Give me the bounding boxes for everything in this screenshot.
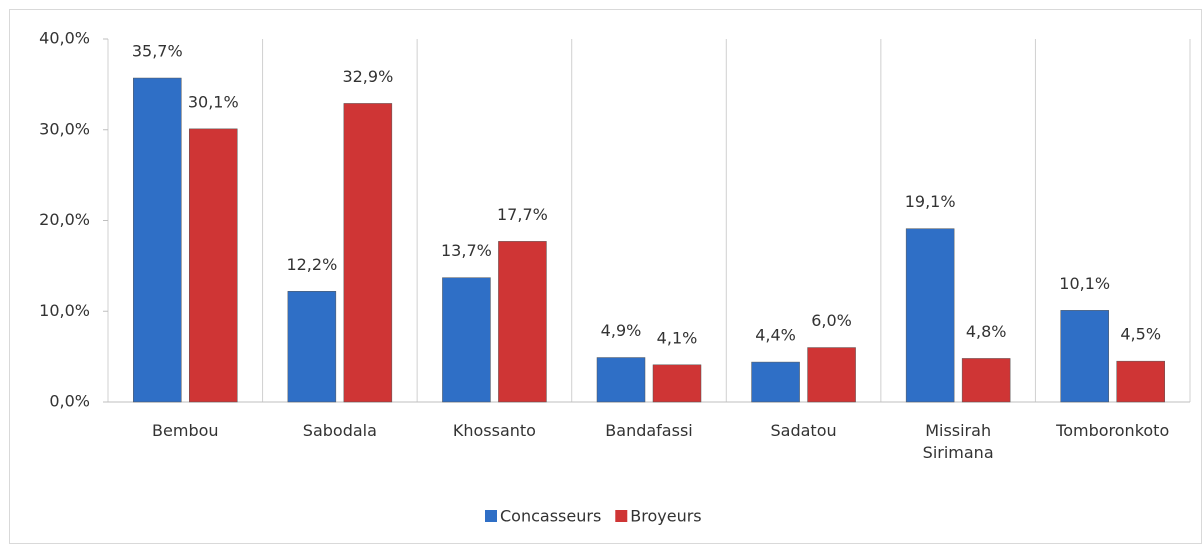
bar bbox=[442, 277, 491, 403]
bar bbox=[1060, 310, 1109, 403]
legend-swatch bbox=[615, 510, 628, 522]
data-label: 32,9% bbox=[342, 67, 393, 86]
bar bbox=[652, 364, 702, 403]
data-label: 6,0% bbox=[811, 311, 852, 330]
data-label: 4,8% bbox=[966, 322, 1007, 341]
x-tick-label: Sadatou bbox=[770, 421, 837, 440]
bar bbox=[287, 291, 337, 403]
y-tick-label: 40,0% bbox=[39, 29, 90, 48]
data-label: 13,7% bbox=[441, 241, 492, 260]
data-label: 12,2% bbox=[286, 255, 337, 274]
bar bbox=[343, 103, 393, 403]
data-label: 35,7% bbox=[132, 42, 183, 61]
data-label: 17,7% bbox=[497, 205, 548, 224]
bar bbox=[961, 358, 1011, 403]
bar bbox=[807, 347, 856, 403]
bar bbox=[189, 128, 238, 403]
bar bbox=[133, 77, 182, 403]
y-tick-label: 0,0% bbox=[49, 392, 90, 411]
x-tick-label: Sabodala bbox=[302, 421, 377, 440]
data-label: 30,1% bbox=[188, 92, 239, 111]
bar bbox=[751, 361, 800, 403]
bar bbox=[596, 357, 646, 403]
x-tick-label: Bembou bbox=[152, 421, 219, 440]
y-tick-label: 20,0% bbox=[39, 210, 90, 229]
legend-label: Concasseurs bbox=[500, 507, 601, 526]
data-label: 4,9% bbox=[601, 321, 642, 340]
x-tick-label: Tomboronkoto bbox=[1056, 421, 1170, 440]
bar bbox=[498, 241, 547, 403]
data-label: 19,1% bbox=[905, 192, 956, 211]
chart-border bbox=[9, 9, 1202, 544]
bar bbox=[905, 228, 955, 403]
x-tick-label: Khossanto bbox=[452, 421, 536, 440]
legend-label: Broyeurs bbox=[630, 507, 701, 526]
x-tick-label: Bandafassi bbox=[605, 421, 693, 440]
y-tick-label: 30,0% bbox=[39, 119, 90, 138]
data-label: 4,1% bbox=[657, 328, 698, 347]
x-tick-label: Missirah Sirimana bbox=[922, 421, 994, 462]
y-tick-label: 10,0% bbox=[39, 301, 90, 320]
legend-swatch bbox=[485, 510, 497, 522]
data-label: 10,1% bbox=[1059, 274, 1110, 293]
bar bbox=[1116, 360, 1165, 403]
data-label: 4,4% bbox=[755, 326, 796, 345]
data-label: 4,5% bbox=[1120, 325, 1161, 344]
